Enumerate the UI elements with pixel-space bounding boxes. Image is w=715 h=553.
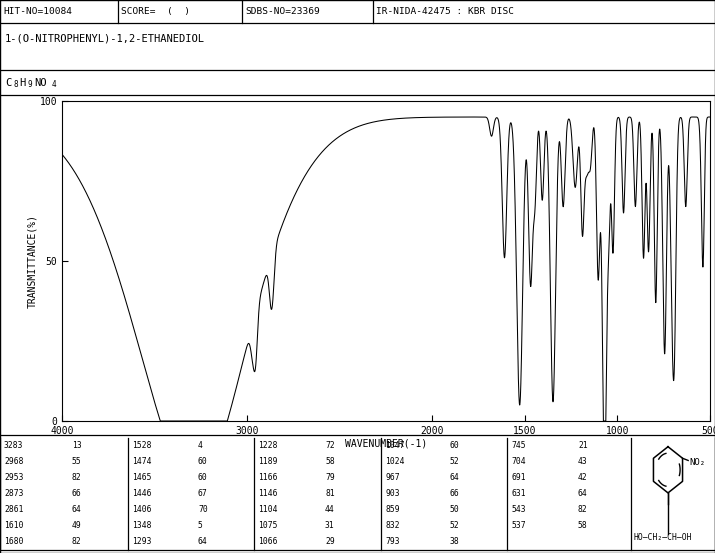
Text: 543: 543 [511, 505, 526, 514]
Text: 66: 66 [72, 489, 82, 498]
Text: 1104: 1104 [258, 505, 277, 514]
Text: 1406: 1406 [132, 505, 152, 514]
Text: 13: 13 [72, 441, 82, 451]
Text: 42: 42 [578, 473, 588, 483]
Text: 903: 903 [385, 489, 400, 498]
Text: 64: 64 [450, 473, 460, 483]
Text: 60: 60 [198, 457, 208, 467]
Text: 64: 64 [198, 538, 208, 546]
Text: 704: 704 [511, 457, 526, 467]
X-axis label: WAVENUMBER(-1): WAVENUMBER(-1) [345, 439, 427, 448]
Text: 745: 745 [511, 441, 526, 451]
Text: 1528: 1528 [132, 441, 152, 451]
Text: SDBS-NO=23369: SDBS-NO=23369 [245, 7, 320, 16]
Text: 64: 64 [578, 489, 588, 498]
Text: 70: 70 [198, 505, 208, 514]
Text: IR-NIDA-42475 : KBR DISC: IR-NIDA-42475 : KBR DISC [376, 7, 514, 16]
Text: 50: 50 [450, 505, 460, 514]
Text: 1610: 1610 [4, 521, 24, 530]
Text: 1066: 1066 [258, 538, 277, 546]
Text: 1348: 1348 [132, 521, 152, 530]
Text: 631: 631 [511, 489, 526, 498]
Text: SCORE=  (  ): SCORE= ( ) [121, 7, 190, 16]
Text: 832: 832 [385, 521, 400, 530]
Text: 1680: 1680 [4, 538, 24, 546]
Text: 1-(O-NITROPHENYL)-1,2-ETHANEDIOL: 1-(O-NITROPHENYL)-1,2-ETHANEDIOL [5, 34, 205, 44]
Text: 1474: 1474 [132, 457, 152, 467]
Text: 1047: 1047 [385, 441, 405, 451]
Text: 81: 81 [325, 489, 335, 498]
Text: 2861: 2861 [4, 505, 24, 514]
Text: 2968: 2968 [4, 457, 24, 467]
Text: 3283: 3283 [4, 441, 24, 451]
Text: 691: 691 [511, 473, 526, 483]
Text: 1465: 1465 [132, 473, 152, 483]
Text: 82: 82 [578, 505, 588, 514]
Text: C: C [5, 77, 11, 87]
Text: 58: 58 [578, 521, 588, 530]
Text: 52: 52 [450, 457, 460, 467]
Text: 967: 967 [385, 473, 400, 483]
Text: 49: 49 [72, 521, 82, 530]
Text: HIT-NO=10084: HIT-NO=10084 [3, 7, 72, 16]
Text: 5: 5 [198, 521, 203, 530]
Text: 537: 537 [511, 521, 526, 530]
Text: 82: 82 [72, 473, 82, 483]
Text: 82: 82 [72, 538, 82, 546]
Text: 64: 64 [72, 505, 82, 514]
Y-axis label: TRANSMITTANCE(%): TRANSMITTANCE(%) [26, 214, 36, 308]
Text: 4: 4 [198, 441, 203, 451]
Text: 2873: 2873 [4, 489, 24, 498]
Text: 2953: 2953 [4, 473, 24, 483]
Text: 4: 4 [52, 80, 56, 89]
Text: 58: 58 [325, 457, 335, 467]
Text: 67: 67 [198, 489, 208, 498]
Text: 72: 72 [325, 441, 335, 451]
Text: 60: 60 [198, 473, 208, 483]
Text: 1024: 1024 [385, 457, 405, 467]
Text: 29: 29 [325, 538, 335, 546]
Text: 38: 38 [450, 538, 460, 546]
Text: 1293: 1293 [132, 538, 152, 546]
Text: 1166: 1166 [258, 473, 277, 483]
Text: 1446: 1446 [132, 489, 152, 498]
Text: NO: NO [34, 77, 46, 87]
Text: 21: 21 [578, 441, 588, 451]
Text: H: H [19, 77, 25, 87]
Text: 9: 9 [28, 80, 33, 89]
Text: 1189: 1189 [258, 457, 277, 467]
Text: 66: 66 [450, 489, 460, 498]
Text: 52: 52 [450, 521, 460, 530]
Text: NO₂: NO₂ [689, 457, 705, 467]
Text: 44: 44 [325, 505, 335, 514]
Text: 55: 55 [72, 457, 82, 467]
Text: 793: 793 [385, 538, 400, 546]
Text: 79: 79 [325, 473, 335, 483]
Text: HO—CH₂—CH—OH: HO—CH₂—CH—OH [633, 534, 692, 542]
Text: 43: 43 [578, 457, 588, 467]
Text: 859: 859 [385, 505, 400, 514]
Text: 60: 60 [450, 441, 460, 451]
Text: 8: 8 [13, 80, 18, 89]
Text: 1228: 1228 [258, 441, 277, 451]
Text: 1075: 1075 [258, 521, 277, 530]
Text: 31: 31 [325, 521, 335, 530]
Text: 1146: 1146 [258, 489, 277, 498]
